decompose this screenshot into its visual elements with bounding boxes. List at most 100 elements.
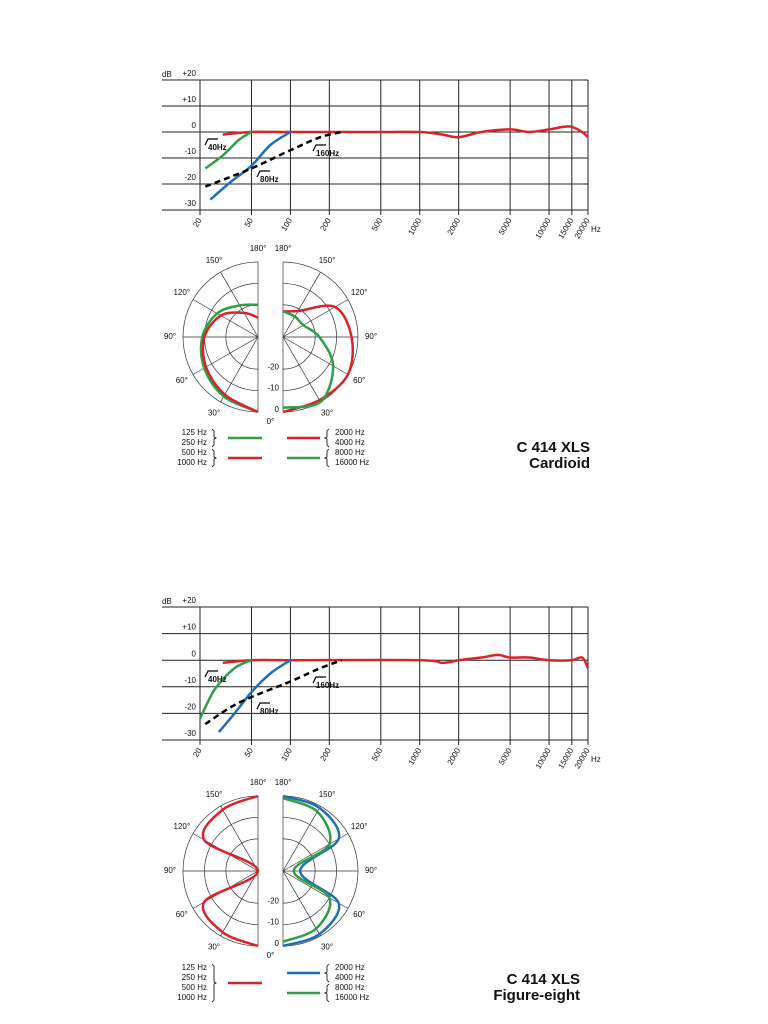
x-tick-label: 100 bbox=[279, 216, 294, 233]
angle-label: 150° bbox=[319, 790, 336, 799]
model: C 414 XLS bbox=[507, 971, 580, 988]
response-curve bbox=[222, 653, 590, 669]
legend-label: 8000 Hz bbox=[335, 983, 365, 992]
x-tick-label: 10000 bbox=[534, 216, 553, 240]
legend-label: 2000 Hz bbox=[335, 428, 365, 437]
legend-label: 500 Hz bbox=[182, 448, 207, 457]
annotation-bracket bbox=[204, 138, 218, 146]
annotation: 160Hz bbox=[316, 149, 339, 158]
annotation: 80Hz bbox=[260, 175, 279, 184]
x-tick-label: 5000 bbox=[497, 746, 514, 766]
legend-label: 2000 Hz bbox=[335, 963, 365, 972]
annotation: 40Hz bbox=[208, 143, 227, 152]
annotation-bracket bbox=[312, 144, 326, 152]
x-tick-label: 2000 bbox=[446, 216, 463, 236]
legend-bracket bbox=[324, 983, 330, 1003]
annotation-bracket bbox=[204, 670, 218, 678]
legend-bracket bbox=[324, 963, 330, 983]
angle-label: 180° bbox=[275, 244, 292, 253]
y-tick-label: 0 bbox=[192, 649, 197, 658]
spoke bbox=[282, 805, 321, 872]
x-tick-label: 1000 bbox=[407, 216, 424, 236]
y-tick-label: -10 bbox=[184, 147, 196, 156]
response-curve bbox=[198, 659, 252, 720]
polar-curve bbox=[199, 303, 259, 414]
spoke bbox=[220, 805, 259, 872]
r-tick-label: 0 bbox=[275, 939, 280, 948]
y-tick-label: -20 bbox=[184, 703, 196, 712]
angle-label: 30° bbox=[208, 942, 220, 951]
x-tick-label: 10000 bbox=[534, 746, 553, 770]
y-tick-label: +20 bbox=[182, 69, 196, 78]
angle-label: 180° bbox=[250, 778, 267, 787]
x-tick-label: 50 bbox=[243, 746, 256, 759]
legend-label: 4000 Hz bbox=[335, 438, 365, 447]
x-axis-label: Hz bbox=[591, 225, 601, 234]
angle-label: 30° bbox=[321, 942, 333, 951]
response-curve bbox=[204, 659, 343, 726]
angle-label: 60° bbox=[176, 376, 188, 385]
legend-label: 250 Hz bbox=[182, 973, 207, 982]
angle-label: 150° bbox=[319, 256, 336, 265]
legend-bracket bbox=[211, 448, 217, 468]
x-tick-label: 500 bbox=[370, 746, 385, 763]
response-curve bbox=[204, 130, 343, 188]
angle-label: 180° bbox=[275, 778, 292, 787]
y-tick-label: -20 bbox=[184, 173, 196, 182]
annotation-bracket bbox=[312, 676, 326, 684]
x-tick-label: 100 bbox=[279, 746, 294, 763]
annotation: 40Hz bbox=[208, 675, 227, 684]
angle-label: 30° bbox=[208, 408, 220, 417]
x-tick-label: 50 bbox=[243, 216, 256, 229]
legend-label: 500 Hz bbox=[182, 983, 207, 992]
polar-curve bbox=[282, 796, 332, 943]
angle-label: 90° bbox=[164, 332, 176, 341]
legend-label: 250 Hz bbox=[182, 438, 207, 447]
angle-label: 120° bbox=[351, 822, 368, 831]
spoke bbox=[282, 336, 321, 403]
spoke bbox=[220, 336, 259, 403]
pattern: Figure-eight bbox=[493, 987, 580, 1004]
angle-label: 90° bbox=[164, 866, 176, 875]
legend-label: 125 Hz bbox=[182, 963, 207, 972]
angle-label: 120° bbox=[174, 822, 191, 831]
angle-label: 0° bbox=[267, 417, 275, 426]
y-tick-label: -30 bbox=[184, 199, 196, 208]
x-tick-label: 20 bbox=[191, 746, 204, 759]
pattern: Cardioid bbox=[529, 455, 590, 472]
legend-label: 125 Hz bbox=[182, 428, 207, 437]
y-tick-label: 0 bbox=[192, 121, 197, 130]
legend-label: 1000 Hz bbox=[177, 993, 207, 1002]
annotation-bracket bbox=[256, 170, 270, 178]
spoke bbox=[220, 870, 259, 937]
legend-bracket bbox=[324, 448, 330, 468]
legend-label: 8000 Hz bbox=[335, 448, 365, 457]
spoke bbox=[282, 870, 321, 937]
legend-bracket bbox=[211, 428, 217, 448]
spoke bbox=[282, 336, 349, 375]
polar-curve bbox=[201, 794, 260, 948]
angle-label: 150° bbox=[206, 256, 223, 265]
angle-label: 150° bbox=[206, 790, 223, 799]
r-tick-label: 0 bbox=[275, 405, 280, 414]
annotation-bracket bbox=[256, 702, 270, 710]
response-curve bbox=[204, 130, 253, 170]
y-tick-label: +10 bbox=[182, 95, 196, 104]
model: C 414 XLS bbox=[517, 439, 590, 456]
angle-label: 60° bbox=[176, 910, 188, 919]
y-axis-label: dB bbox=[162, 597, 172, 606]
y-tick-label: +10 bbox=[182, 623, 196, 632]
angle-label: 90° bbox=[365, 332, 377, 341]
x-tick-label: 20000 bbox=[573, 216, 592, 240]
angle-label: 120° bbox=[351, 288, 368, 297]
x-tick-label: 1000 bbox=[407, 746, 424, 766]
annotation: 80Hz bbox=[260, 707, 279, 716]
angle-label: 180° bbox=[250, 244, 267, 253]
x-tick-label: 200 bbox=[318, 746, 333, 763]
r-tick-label: -20 bbox=[267, 362, 279, 371]
angle-label: 90° bbox=[365, 866, 377, 875]
x-tick-label: 200 bbox=[318, 216, 333, 233]
x-tick-label: 20000 bbox=[573, 746, 592, 770]
legend-label: 1000 Hz bbox=[177, 458, 207, 467]
